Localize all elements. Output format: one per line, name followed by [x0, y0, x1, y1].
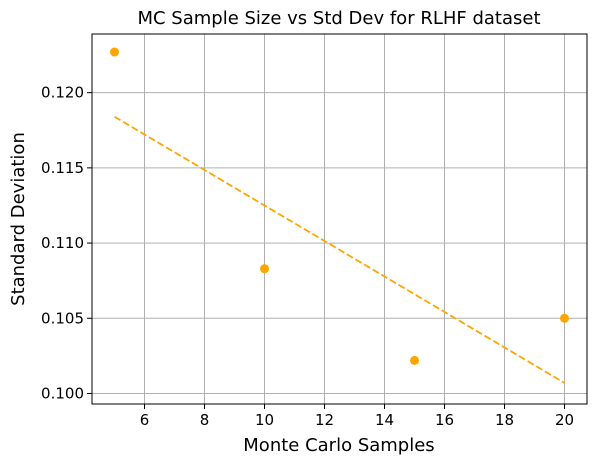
x-tick-label: 10 — [255, 411, 274, 429]
data-point — [260, 264, 269, 274]
x-tick-label: 16 — [435, 411, 454, 429]
data-point — [410, 355, 419, 365]
chart-title: MC Sample Size vs Std Dev for RLHF datas… — [137, 8, 540, 29]
x-axis-ticks: 6 8 10 12 14 16 18 20 — [140, 404, 574, 429]
x-tick-label: 12 — [315, 411, 334, 429]
grid — [92, 34, 587, 404]
y-tick-label: 0.100 — [41, 384, 84, 402]
data-point — [110, 47, 119, 57]
x-axis-title: Monte Carlo Samples — [243, 435, 434, 456]
x-tick-label: 18 — [495, 411, 514, 429]
x-tick-label: 14 — [375, 411, 394, 429]
y-tick-label: 0.115 — [41, 159, 84, 177]
x-tick-label: 20 — [555, 411, 574, 429]
data-point — [560, 313, 569, 323]
trend-line — [114, 115, 565, 384]
data-points — [110, 47, 569, 365]
y-axis-title: Standard Deviation — [8, 132, 29, 306]
x-tick-label: 8 — [200, 411, 210, 429]
y-axis-ticks: 0.100 0.105 0.110 0.115 0.120 — [41, 84, 92, 402]
x-tick-label: 6 — [140, 411, 150, 429]
trend-line-group — [114, 115, 565, 384]
y-tick-label: 0.110 — [41, 234, 84, 252]
plot-frame — [91, 33, 588, 405]
y-tick-label: 0.105 — [41, 309, 84, 327]
y-tick-label: 0.120 — [41, 84, 84, 102]
